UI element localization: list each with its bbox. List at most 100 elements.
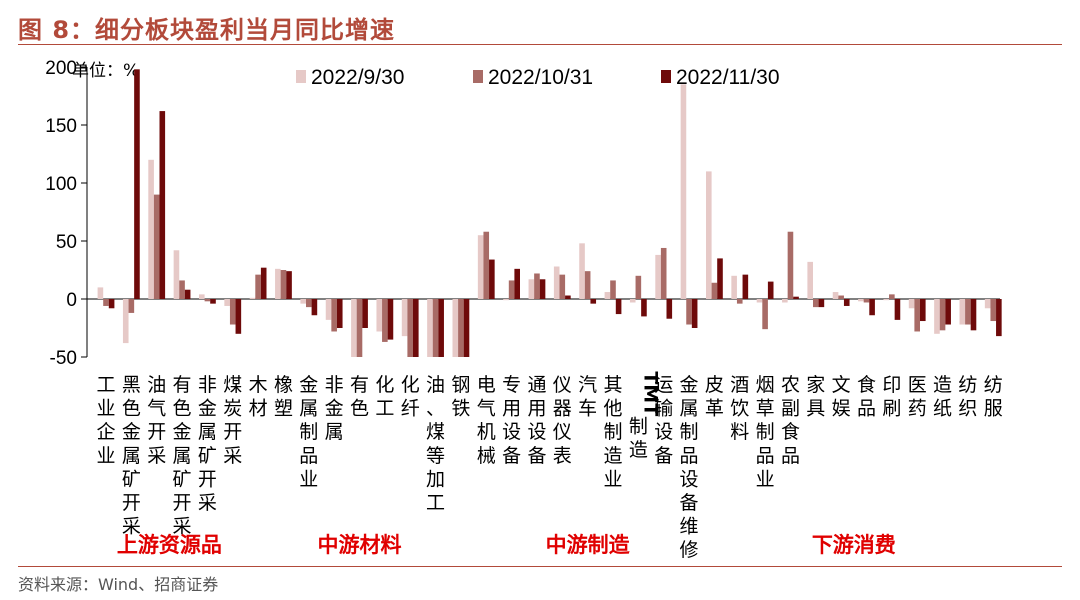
bar: [148, 159, 154, 299]
bar: [387, 299, 394, 340]
bar: [553, 266, 560, 299]
bar: [255, 274, 261, 299]
bar: [908, 299, 915, 309]
source-note: 资料来源：Wind、招商证券: [18, 575, 219, 594]
bar: [477, 235, 484, 299]
bar: [959, 299, 966, 325]
category-label: 通用设备: [527, 374, 546, 467]
bar: [731, 275, 737, 299]
bar: [489, 259, 495, 299]
bar: [762, 299, 768, 330]
bar: [199, 294, 205, 299]
bar: [610, 280, 616, 299]
category-label: 医药: [908, 374, 927, 420]
category-label: 纺服: [984, 374, 1003, 420]
category-label: 钢铁: [451, 374, 470, 420]
bar: [173, 250, 180, 299]
bar: [869, 299, 875, 316]
bar: [813, 299, 819, 308]
bar: [629, 299, 636, 303]
legend-swatch: [661, 70, 671, 83]
category-label: 印刷: [882, 374, 901, 420]
bar: [767, 281, 774, 299]
bar: [996, 299, 1002, 337]
category-label: 仪器仪表: [553, 374, 572, 467]
bar: [666, 299, 673, 319]
bar: [235, 299, 242, 334]
bar: [863, 299, 870, 303]
y-tick-label: 100: [45, 174, 77, 195]
bar: [204, 299, 211, 302]
bar: [514, 268, 520, 299]
bar: [184, 289, 191, 299]
bar: [97, 287, 104, 299]
bar: [914, 299, 920, 332]
bar: [945, 299, 951, 325]
bar: [858, 299, 864, 302]
bar: [559, 274, 566, 299]
bar: [179, 280, 185, 299]
bar: [452, 299, 459, 357]
category-label: 电气机械: [477, 374, 496, 467]
legend-swatch: [473, 70, 483, 83]
category-label: 纺织: [958, 374, 977, 420]
bar: [210, 299, 216, 304]
bar: [711, 282, 718, 299]
category-label: 农副食品: [781, 374, 800, 467]
y-tick-label: 50: [56, 232, 77, 253]
bar: [565, 295, 571, 299]
category-label: 工业企业: [96, 374, 115, 467]
category-label: 食品: [857, 374, 876, 420]
bar: [134, 69, 140, 299]
bar: [807, 261, 813, 299]
bar: [832, 292, 839, 299]
bar: [286, 271, 292, 299]
legend: 2022/9/30 2022/10/31 2022/11/30: [296, 66, 780, 89]
bar: [584, 271, 591, 299]
category-label: 专用设备: [502, 374, 521, 467]
category-label: 酒饮料: [730, 374, 749, 443]
bar: [260, 267, 267, 299]
bar: [793, 296, 799, 299]
bar: [920, 299, 926, 322]
bar: [615, 299, 622, 315]
category-label: 运输设备: [654, 374, 673, 467]
category-label: 化纤: [401, 374, 420, 420]
bar: [889, 294, 895, 299]
bar: [635, 275, 642, 299]
bar: [122, 299, 129, 344]
title-divider: [18, 44, 1062, 45]
bar: [300, 299, 306, 304]
bar: [331, 299, 337, 332]
bar: [306, 299, 312, 308]
bar: [224, 299, 230, 306]
group-label: 中游材料: [318, 533, 402, 557]
category-label: 其他制造业: [603, 374, 622, 490]
bar: [818, 299, 825, 308]
figure-title: 图 8：细分板块盈利当月同比增速: [18, 16, 396, 44]
bar: [427, 299, 433, 357]
bars: [97, 69, 1002, 357]
bar: [984, 299, 991, 309]
bar: [579, 243, 585, 299]
bar: [325, 299, 332, 320]
bar: [939, 299, 946, 331]
category-label: 造纸: [933, 374, 952, 420]
bar: [229, 299, 236, 325]
bar: [508, 280, 515, 299]
bar: [376, 299, 383, 332]
bar: [736, 299, 743, 304]
bar: [894, 299, 901, 320]
bar: [432, 299, 439, 357]
bar: [934, 299, 940, 334]
legend-swatch: [296, 70, 306, 83]
category-label: 有色: [350, 374, 369, 420]
category-label: 文娱: [832, 374, 851, 420]
legend-label: 2022/10/31: [488, 66, 593, 89]
category-label: 煤炭开采: [223, 374, 242, 467]
category-label-latin: TMT: [639, 371, 661, 416]
bar: [742, 274, 749, 299]
bar: [691, 299, 698, 328]
